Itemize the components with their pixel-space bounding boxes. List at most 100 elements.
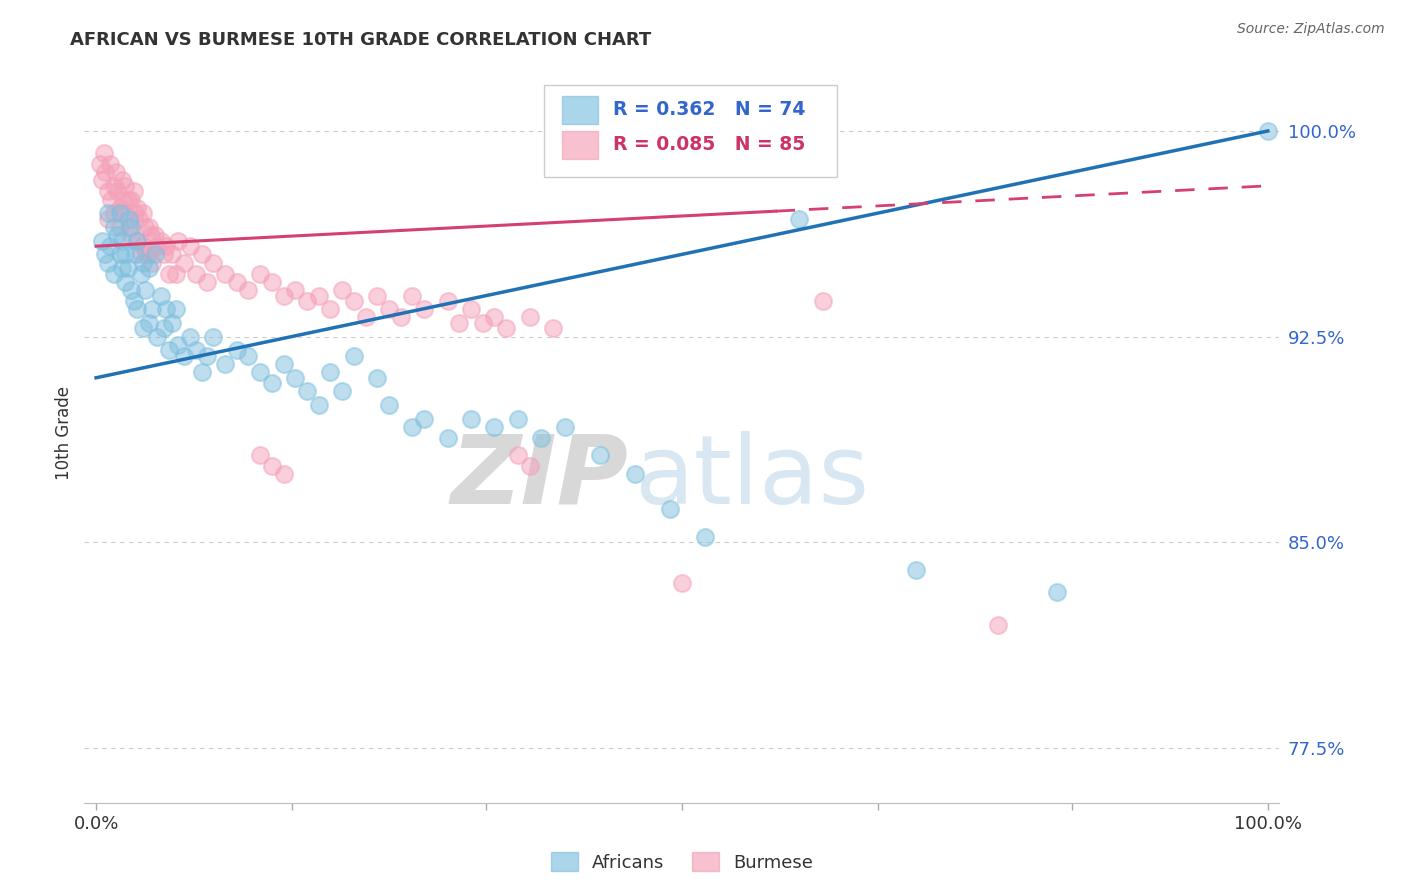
Burmese <box>94 165 117 179</box>
Burmese <box>122 184 145 198</box>
Africans <box>238 349 260 363</box>
Africans <box>273 357 295 371</box>
Africans <box>225 343 247 358</box>
Burmese <box>541 321 564 335</box>
Africans <box>695 530 717 544</box>
Burmese <box>132 239 155 253</box>
Africans <box>97 206 120 220</box>
Africans <box>249 365 271 379</box>
Burmese <box>260 275 283 289</box>
Burmese <box>105 165 127 179</box>
Africans <box>97 255 120 269</box>
Burmese <box>249 448 271 462</box>
Burmese <box>436 293 458 308</box>
Africans <box>401 420 423 434</box>
Africans <box>117 261 139 276</box>
Africans <box>484 420 506 434</box>
Africans <box>127 302 149 317</box>
Burmese <box>987 617 1010 632</box>
Burmese <box>519 310 541 325</box>
Burmese <box>811 293 834 308</box>
Burmese <box>343 293 366 308</box>
Africans <box>108 206 131 220</box>
Africans <box>138 261 160 276</box>
Burmese <box>135 247 157 261</box>
Africans <box>330 384 353 399</box>
Burmese <box>471 316 494 330</box>
Africans <box>111 261 134 276</box>
Burmese <box>495 321 517 335</box>
Africans <box>111 234 134 248</box>
Burmese <box>129 247 152 261</box>
Burmese <box>120 228 142 243</box>
Burmese <box>413 302 436 317</box>
Burmese <box>401 288 423 302</box>
Text: ZIP: ZIP <box>450 431 628 524</box>
Africans <box>506 412 529 426</box>
Burmese <box>155 239 177 253</box>
Burmese <box>98 157 121 171</box>
Burmese <box>108 219 131 234</box>
Text: AFRICAN VS BURMESE 10TH GRADE CORRELATION CHART: AFRICAN VS BURMESE 10TH GRADE CORRELATIO… <box>70 31 651 49</box>
FancyBboxPatch shape <box>544 85 838 178</box>
Y-axis label: 10th Grade: 10th Grade <box>55 385 73 480</box>
Burmese <box>249 267 271 281</box>
Burmese <box>190 247 212 261</box>
Africans <box>460 412 482 426</box>
Burmese <box>389 310 412 325</box>
Africans <box>343 349 366 363</box>
Burmese <box>93 145 115 160</box>
Africans <box>1257 124 1279 138</box>
Burmese <box>138 247 160 261</box>
Legend: Africans, Burmese: Africans, Burmese <box>544 845 820 879</box>
Africans <box>129 267 152 281</box>
Burmese <box>153 247 176 261</box>
Burmese <box>308 288 330 302</box>
Burmese <box>214 267 236 281</box>
Burmese <box>117 193 139 207</box>
Africans <box>1046 584 1069 599</box>
Africans <box>134 283 156 297</box>
Africans <box>138 316 160 330</box>
Africans <box>157 343 180 358</box>
Burmese <box>127 234 149 248</box>
Africans <box>162 316 183 330</box>
Africans <box>436 431 458 445</box>
Burmese <box>354 310 377 325</box>
Africans <box>366 371 388 385</box>
Africans <box>554 420 576 434</box>
Africans <box>94 247 117 261</box>
Africans <box>127 234 149 248</box>
Burmese <box>114 206 136 220</box>
Burmese <box>484 310 506 325</box>
Burmese <box>162 247 183 261</box>
Burmese <box>141 228 163 243</box>
Burmese <box>146 239 169 253</box>
Africans <box>284 371 307 385</box>
Burmese <box>134 219 156 234</box>
Burmese <box>167 234 190 248</box>
Burmese <box>89 157 111 171</box>
Africans <box>659 502 682 516</box>
Africans <box>787 211 810 226</box>
Burmese <box>103 206 125 220</box>
Africans <box>124 247 146 261</box>
Africans <box>98 239 121 253</box>
Africans <box>179 329 201 343</box>
Africans <box>190 365 212 379</box>
Burmese <box>449 316 471 330</box>
Africans <box>122 293 145 308</box>
Text: atlas: atlas <box>634 431 869 524</box>
Burmese <box>460 302 482 317</box>
Burmese <box>124 206 146 220</box>
Burmese <box>273 288 295 302</box>
Africans <box>530 431 553 445</box>
Africans <box>319 365 342 379</box>
Burmese <box>179 239 201 253</box>
Africans <box>108 247 131 261</box>
Bar <box>562 130 599 159</box>
Africans <box>173 349 195 363</box>
Burmese <box>273 467 295 481</box>
Burmese <box>378 302 401 317</box>
Africans <box>308 398 330 412</box>
